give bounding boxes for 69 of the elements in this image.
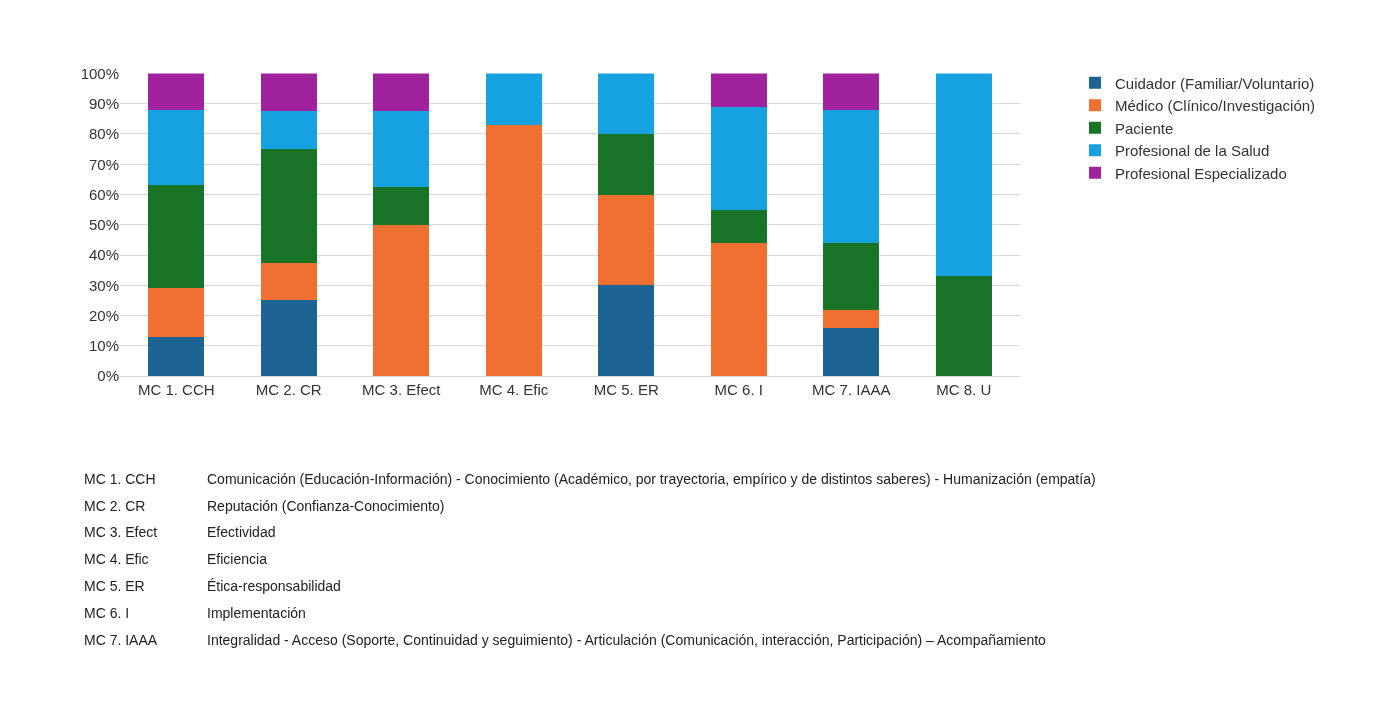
y-tick-label: 0% [97, 367, 119, 385]
x-tick-label: MC 6. I [714, 381, 763, 399]
bar [935, 276, 992, 377]
legend-label: Profesional Especializado [1115, 164, 1287, 182]
bar [373, 186, 430, 225]
bar [823, 109, 880, 243]
text: Ética-responsabilidad [207, 578, 341, 594]
y-tick-label: 50% [88, 216, 119, 234]
bar [485, 124, 542, 377]
bar [598, 285, 655, 377]
y-tick-label: 40% [88, 246, 119, 264]
bar [260, 262, 317, 301]
bar [148, 109, 205, 186]
bar [935, 73, 992, 277]
y-tick-label: 20% [88, 306, 119, 324]
x-tick-label: MC 2. CR [255, 381, 322, 399]
x-tick-label: MC 8. U [936, 381, 992, 399]
text: Efectividad [207, 524, 276, 540]
bar [148, 73, 205, 110]
x-tick-label: MC 1. CCH [137, 381, 215, 399]
bar [598, 133, 655, 195]
bar [148, 288, 205, 337]
bar [823, 73, 880, 110]
text: Eficiencia [207, 551, 268, 567]
y-tick-label: 80% [88, 125, 119, 143]
text: MC 3. Efect [84, 524, 158, 540]
bar [260, 300, 317, 377]
y-tick-label: 30% [88, 276, 119, 294]
bar [823, 309, 880, 328]
text: MC 2. CR [84, 498, 146, 514]
text: Reputación (Confianza-Conocimiento) [207, 498, 445, 514]
bar [710, 209, 767, 243]
bar [260, 111, 317, 150]
text: MC 6. I [84, 605, 130, 621]
legend-label: Médico (Clínico/Investigación) [1115, 97, 1316, 114]
bar [823, 327, 880, 377]
y-tick-label: 100% [80, 64, 119, 82]
y-tick-label: 60% [88, 185, 119, 203]
bar [373, 224, 430, 377]
x-tick-label: MC 3. Efect [362, 381, 442, 399]
legend-label: Profesional de la Salud [1115, 142, 1270, 159]
y-tick-label: 10% [88, 337, 119, 355]
legend-label: Cuidador (Familiar/Voluntario) [1115, 74, 1315, 92]
bar [373, 73, 430, 112]
bar [710, 106, 767, 210]
y-tick-label: 90% [88, 94, 119, 112]
text: Comunicación (Educación-Información) - Conocimiento (Académico, por trayectoria, empírico y de distintos saberes) - Humanización (empatía) [207, 471, 1096, 487]
x-tick-label: MC 5. ER [593, 381, 659, 399]
text: MC 4. Efic [84, 551, 149, 567]
bar [485, 73, 542, 125]
text: MC 5. ER [84, 578, 145, 594]
x-tick-label: MC 7. IAAA [812, 381, 891, 399]
y-tick-label: 70% [88, 155, 119, 173]
text: Integralidad - Acceso (Soporte, Continuidad y seguimiento) - Articulación (Comunicación, interacción, Participación) – Acompañamiento [207, 632, 1047, 648]
bar [148, 185, 205, 289]
bar [373, 111, 430, 187]
bar [148, 336, 205, 377]
legend-label: Paciente [1115, 119, 1174, 137]
bar [710, 73, 767, 107]
text: Implementación [207, 605, 306, 621]
bar [710, 242, 767, 377]
bar [598, 194, 655, 286]
text: MC 1. CCH [84, 471, 156, 487]
x-tick-label: MC 4. Efic [479, 381, 549, 399]
bar [260, 149, 317, 263]
bar [823, 242, 880, 310]
bar [260, 73, 317, 112]
bar [598, 73, 655, 134]
text: MC 7. IAAA [84, 632, 158, 648]
